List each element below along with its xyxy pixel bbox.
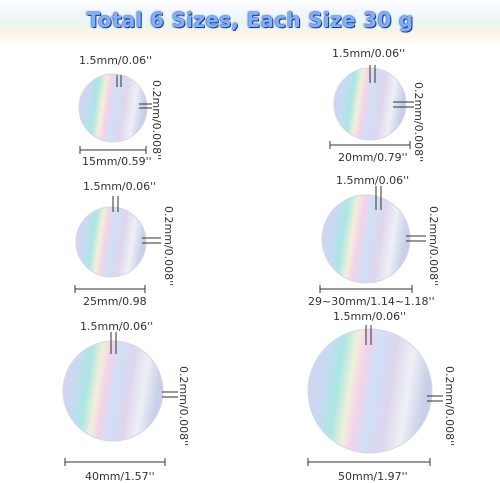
thickness-label-top: 1.5mm/0.06''	[80, 320, 153, 333]
thickness-label-side: 0.2mm/0.008''	[177, 366, 190, 446]
sequin-50mm: 1.5mm/0.06'' 0.2mm/0.008'' 50mm/1.97''	[307, 310, 456, 483]
thickness-label-top: 1.5mm/0.06''	[336, 174, 409, 187]
diameter-label: 50mm/1.97''	[338, 470, 408, 483]
thickness-label-side: 0.2mm/0.008''	[443, 366, 456, 446]
thickness-label-side: 0.2mm/0.008''	[412, 82, 425, 162]
sequin-20mm: 1.5mm/0.06'' 0.2mm/0.008'' 20mm/0.79''	[329, 47, 425, 164]
sequin-25mm: 1.5mm/0.06'' 0.2mm/0.008'' 25mm/0.98	[74, 180, 175, 308]
sequin-30mm: 1.5mm/0.06'' 0.2mm/0.008'' 29~30mm/1.14~…	[308, 174, 440, 308]
diameter-label: 15mm/0.59''	[82, 155, 152, 168]
sequin-disc	[321, 194, 411, 284]
sequin-disc	[307, 328, 433, 454]
sequin-disc	[75, 206, 147, 278]
thickness-label-top: 1.5mm/0.06''	[333, 310, 406, 323]
thickness-label-top: 1.5mm/0.06''	[83, 180, 156, 193]
sequin-40mm: 1.5mm/0.06'' 0.2mm/0.008'' 40mm/1.57''	[62, 320, 190, 483]
page-title: Total 6 Sizes, Each Size 30 g	[86, 8, 414, 32]
sequin-15mm: 1.5mm/0.06'' 0.2mm/0.008'' 15mm/0.59''	[78, 54, 163, 168]
thickness-label-side: 0.2mm/0.008''	[150, 80, 163, 160]
diameter-label: 20mm/0.79''	[338, 151, 408, 164]
diameter-label: 40mm/1.57''	[85, 470, 155, 483]
diameter-label: 25mm/0.98	[83, 295, 147, 308]
thickness-label-side: 0.2mm/0.008''	[162, 206, 175, 286]
sequin-disc	[62, 340, 164, 442]
thickness-label-top: 1.5mm/0.06''	[332, 47, 405, 60]
diameter-label: 29~30mm/1.14~1.18''	[308, 295, 435, 308]
title-band	[0, 0, 500, 44]
sequin-disc	[78, 73, 148, 143]
thickness-label-top: 1.5mm/0.06''	[79, 54, 152, 67]
thickness-label-side: 0.2mm/0.008''	[427, 206, 440, 286]
